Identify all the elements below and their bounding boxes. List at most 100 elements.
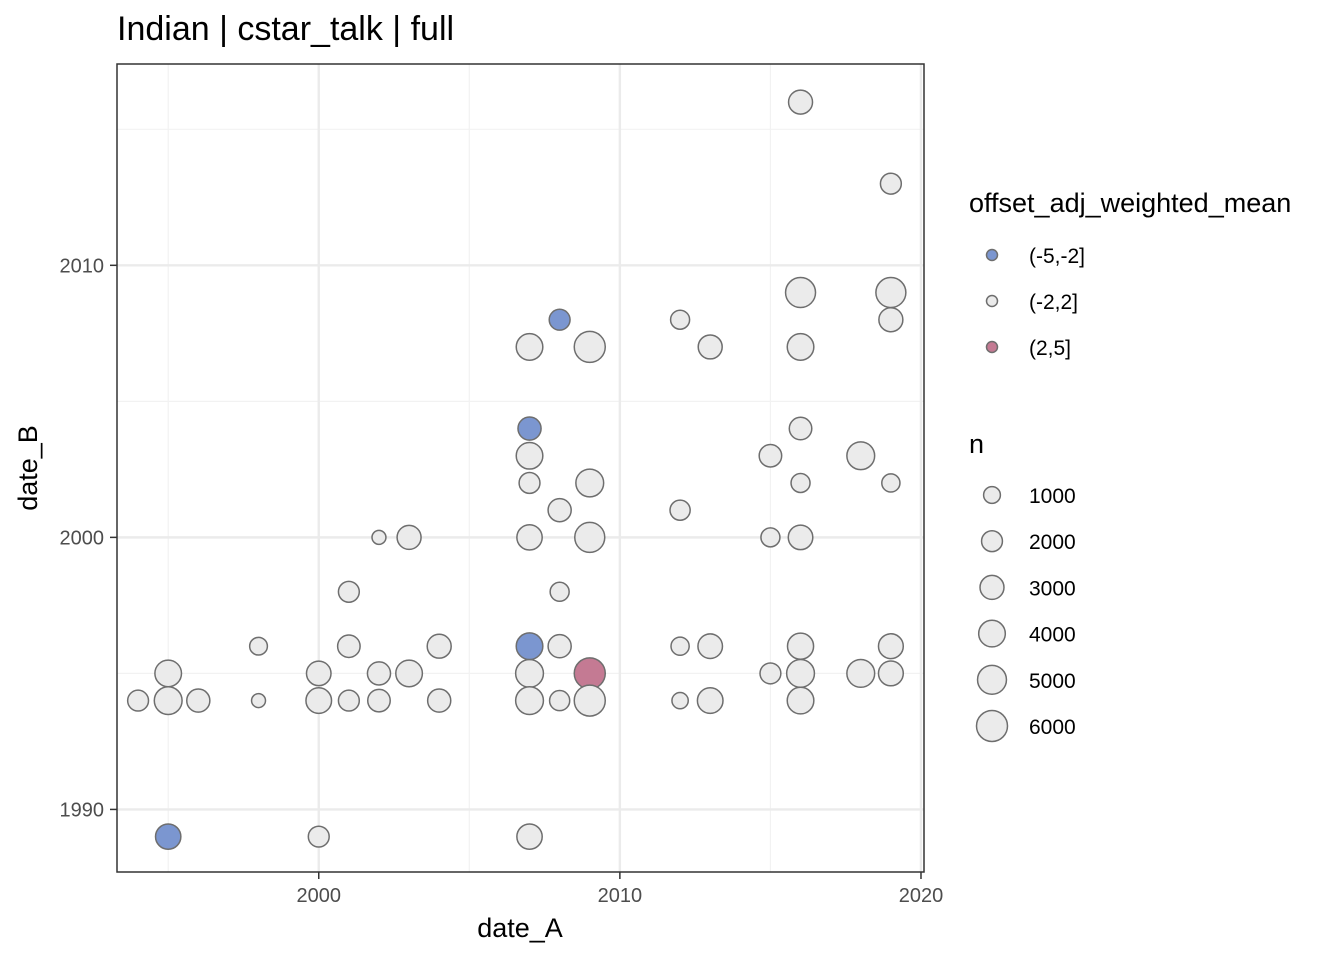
color-legend-key <box>985 340 999 354</box>
data-point <box>366 688 391 713</box>
data-point <box>426 688 452 713</box>
data-points <box>126 89 907 851</box>
data-point <box>153 685 183 716</box>
size-legend-key <box>980 530 1004 553</box>
size-legend-label: 5000 <box>1029 670 1076 693</box>
data-point <box>788 416 813 441</box>
data-point <box>877 660 905 687</box>
x-tick-label: 2020 <box>899 885 944 907</box>
data-point <box>574 521 606 554</box>
data-point <box>515 332 544 361</box>
data-point <box>547 633 572 659</box>
minor-gridlines <box>117 64 924 872</box>
data-point <box>515 441 544 470</box>
data-point <box>573 684 607 717</box>
data-point <box>846 658 876 689</box>
data-point <box>669 499 691 521</box>
size-legend-key <box>979 574 1005 601</box>
data-point <box>186 688 211 713</box>
size-legend: n 1000 2000 3000 4000 5000 6000 <box>969 429 1076 743</box>
data-point <box>154 659 183 688</box>
color-legend-title: offset_adj_weighted_mean <box>969 188 1291 218</box>
x-axis-title: date_A <box>477 913 563 943</box>
data-point <box>395 659 424 688</box>
data-point <box>881 473 901 493</box>
data-point <box>250 692 267 709</box>
x-tick-label: 2000 <box>297 885 342 907</box>
data-point <box>514 658 545 689</box>
data-point <box>697 633 724 660</box>
data-point <box>305 660 332 687</box>
data-point <box>337 580 361 603</box>
size-legend-key <box>976 664 1008 696</box>
data-point <box>758 443 783 468</box>
data-point <box>878 306 904 333</box>
color-legend-key <box>985 294 999 308</box>
size-legend-key <box>982 485 1002 505</box>
data-point <box>366 661 392 686</box>
data-point <box>548 308 571 331</box>
size-legend-label: 2000 <box>1029 531 1076 554</box>
data-point <box>396 524 422 551</box>
y-axis-title: date_B <box>13 425 43 511</box>
color-legend-label: (2,5] <box>1029 337 1071 360</box>
plot-panel <box>116 63 925 873</box>
data-point <box>547 497 572 523</box>
data-point <box>790 472 811 494</box>
data-point <box>371 529 387 546</box>
x-tick-label: 2010 <box>598 885 643 907</box>
panel-background <box>117 64 924 872</box>
data-point <box>307 825 330 848</box>
data-point <box>671 691 689 710</box>
data-point <box>337 689 361 712</box>
y-tick-label: 1990 <box>60 799 105 821</box>
data-point <box>518 471 541 495</box>
data-point <box>548 689 571 712</box>
data-point <box>697 334 723 360</box>
data-point <box>670 636 690 657</box>
data-point <box>846 441 876 471</box>
data-point <box>126 689 150 712</box>
data-point <box>787 524 814 551</box>
data-point <box>759 662 782 685</box>
size-legend-key <box>975 709 1009 743</box>
major-gridlines <box>117 64 924 872</box>
panel-border <box>116 63 925 873</box>
data-point <box>760 527 781 548</box>
y-axis: 1990 2000 2010 <box>60 255 117 821</box>
color-legend-key <box>985 248 999 262</box>
size-legend-label: 4000 <box>1029 624 1076 647</box>
y-tick-label: 2000 <box>60 527 105 549</box>
x-axis: 2000 2010 2020 <box>297 872 944 907</box>
data-point <box>573 657 607 690</box>
data-point <box>516 823 543 851</box>
data-point <box>336 634 361 659</box>
size-legend-label: 3000 <box>1029 577 1076 600</box>
data-point <box>248 636 269 656</box>
data-point <box>786 632 815 660</box>
size-legend-label: 6000 <box>1029 716 1076 739</box>
data-point <box>784 276 817 309</box>
data-point <box>669 309 691 330</box>
data-point <box>786 686 815 715</box>
data-point <box>517 416 542 441</box>
data-point <box>785 658 816 689</box>
data-point <box>879 172 903 195</box>
color-legend-label: (-2,2] <box>1029 291 1078 314</box>
size-legend-key <box>977 619 1007 648</box>
chart-title: Indian | cstar_talk | full <box>117 10 454 48</box>
data-point <box>426 633 452 659</box>
size-legend-label: 1000 <box>1029 485 1076 508</box>
size-legend-title: n <box>969 429 984 459</box>
data-point <box>154 823 182 851</box>
data-point <box>786 332 815 361</box>
data-point <box>787 89 814 115</box>
data-point <box>575 468 605 498</box>
color-legend-label: (-5,-2] <box>1029 245 1085 268</box>
data-point <box>573 330 607 364</box>
data-point <box>877 633 905 660</box>
data-point <box>515 632 544 661</box>
data-point <box>305 687 333 715</box>
data-point <box>696 687 724 715</box>
